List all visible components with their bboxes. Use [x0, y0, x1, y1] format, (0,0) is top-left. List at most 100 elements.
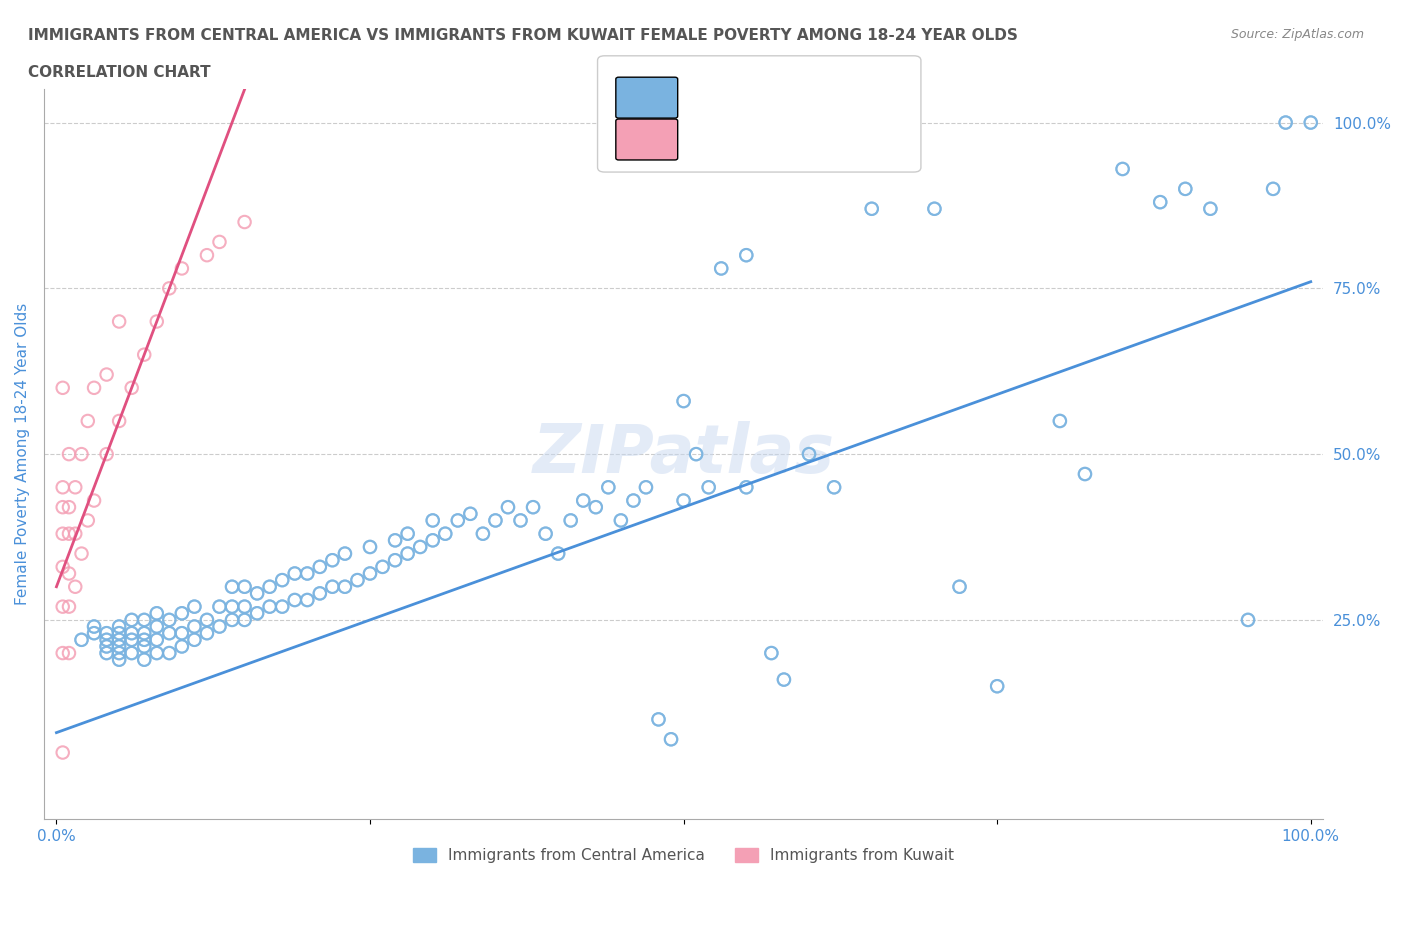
Point — [384, 552, 406, 567]
Point — [65, 480, 87, 495]
Point — [221, 579, 243, 594]
Point — [308, 586, 330, 601]
Point — [371, 560, 394, 575]
Point — [52, 499, 75, 514]
Point — [170, 639, 193, 654]
Point — [134, 652, 156, 667]
Point — [797, 446, 820, 461]
Point — [233, 613, 256, 628]
Point — [460, 506, 482, 521]
Point — [246, 605, 269, 620]
Point — [1074, 467, 1097, 482]
Point — [1199, 201, 1222, 216]
Point — [108, 626, 131, 641]
Point — [70, 546, 93, 561]
Point — [146, 605, 169, 620]
Point — [308, 586, 330, 601]
Point — [134, 626, 156, 641]
Point — [396, 526, 419, 541]
Point — [623, 493, 645, 508]
Point — [170, 626, 193, 641]
Legend: Immigrants from Central America, Immigrants from Kuwait: Immigrants from Central America, Immigra… — [406, 843, 960, 870]
Point — [484, 513, 506, 528]
Point — [221, 599, 243, 614]
Point — [860, 201, 883, 216]
Point — [1261, 181, 1284, 196]
Point — [685, 446, 707, 461]
Point — [170, 261, 193, 276]
Point — [672, 493, 695, 508]
Point — [1174, 181, 1197, 196]
Point — [195, 613, 218, 628]
Point — [321, 552, 343, 567]
Point — [208, 619, 231, 634]
Point — [697, 480, 720, 495]
Point — [647, 712, 669, 727]
Point — [121, 632, 143, 647]
Point — [70, 446, 93, 461]
Point — [76, 513, 98, 528]
Point — [924, 201, 946, 216]
Point — [924, 201, 946, 216]
Point — [96, 632, 118, 647]
Point — [134, 613, 156, 628]
Point — [195, 626, 218, 641]
Point — [460, 506, 482, 521]
Point — [96, 645, 118, 660]
Point — [157, 281, 180, 296]
Point — [1299, 115, 1322, 130]
Point — [233, 613, 256, 628]
Point — [685, 446, 707, 461]
Point — [522, 499, 544, 514]
Point — [986, 679, 1008, 694]
Point — [1074, 467, 1097, 482]
Point — [496, 499, 519, 514]
Point — [333, 579, 356, 594]
Point — [1149, 194, 1171, 209]
Point — [598, 480, 620, 495]
Point — [547, 546, 569, 561]
Point — [321, 579, 343, 594]
Point — [359, 539, 381, 554]
Point — [672, 393, 695, 408]
Point — [359, 566, 381, 581]
Point — [384, 533, 406, 548]
Point — [233, 599, 256, 614]
Point — [58, 499, 80, 514]
Point — [321, 552, 343, 567]
Point — [547, 546, 569, 561]
Point — [108, 626, 131, 641]
Point — [447, 513, 470, 528]
Y-axis label: Female Poverty Among 18-24 Year Olds: Female Poverty Among 18-24 Year Olds — [15, 303, 30, 605]
Point — [534, 526, 557, 541]
Point — [233, 215, 256, 230]
Point — [672, 493, 695, 508]
Point — [333, 579, 356, 594]
Point — [96, 446, 118, 461]
Point — [134, 347, 156, 362]
Point — [797, 446, 820, 461]
Point — [735, 247, 758, 262]
Point — [96, 367, 118, 382]
Point — [134, 613, 156, 628]
Point — [409, 539, 432, 554]
Point — [471, 526, 494, 541]
Point — [422, 533, 444, 548]
Point — [96, 645, 118, 660]
Point — [170, 605, 193, 620]
Point — [221, 579, 243, 594]
Point — [58, 645, 80, 660]
Point — [233, 599, 256, 614]
Point — [221, 599, 243, 614]
Point — [96, 639, 118, 654]
Point — [1174, 181, 1197, 196]
Point — [76, 414, 98, 429]
Point — [471, 526, 494, 541]
Point — [134, 639, 156, 654]
Point — [259, 579, 281, 594]
Point — [96, 626, 118, 641]
Text: R = 0.616   N = 116: R = 0.616 N = 116 — [689, 90, 844, 105]
Point — [183, 632, 205, 647]
Point — [52, 645, 75, 660]
Point — [96, 626, 118, 641]
